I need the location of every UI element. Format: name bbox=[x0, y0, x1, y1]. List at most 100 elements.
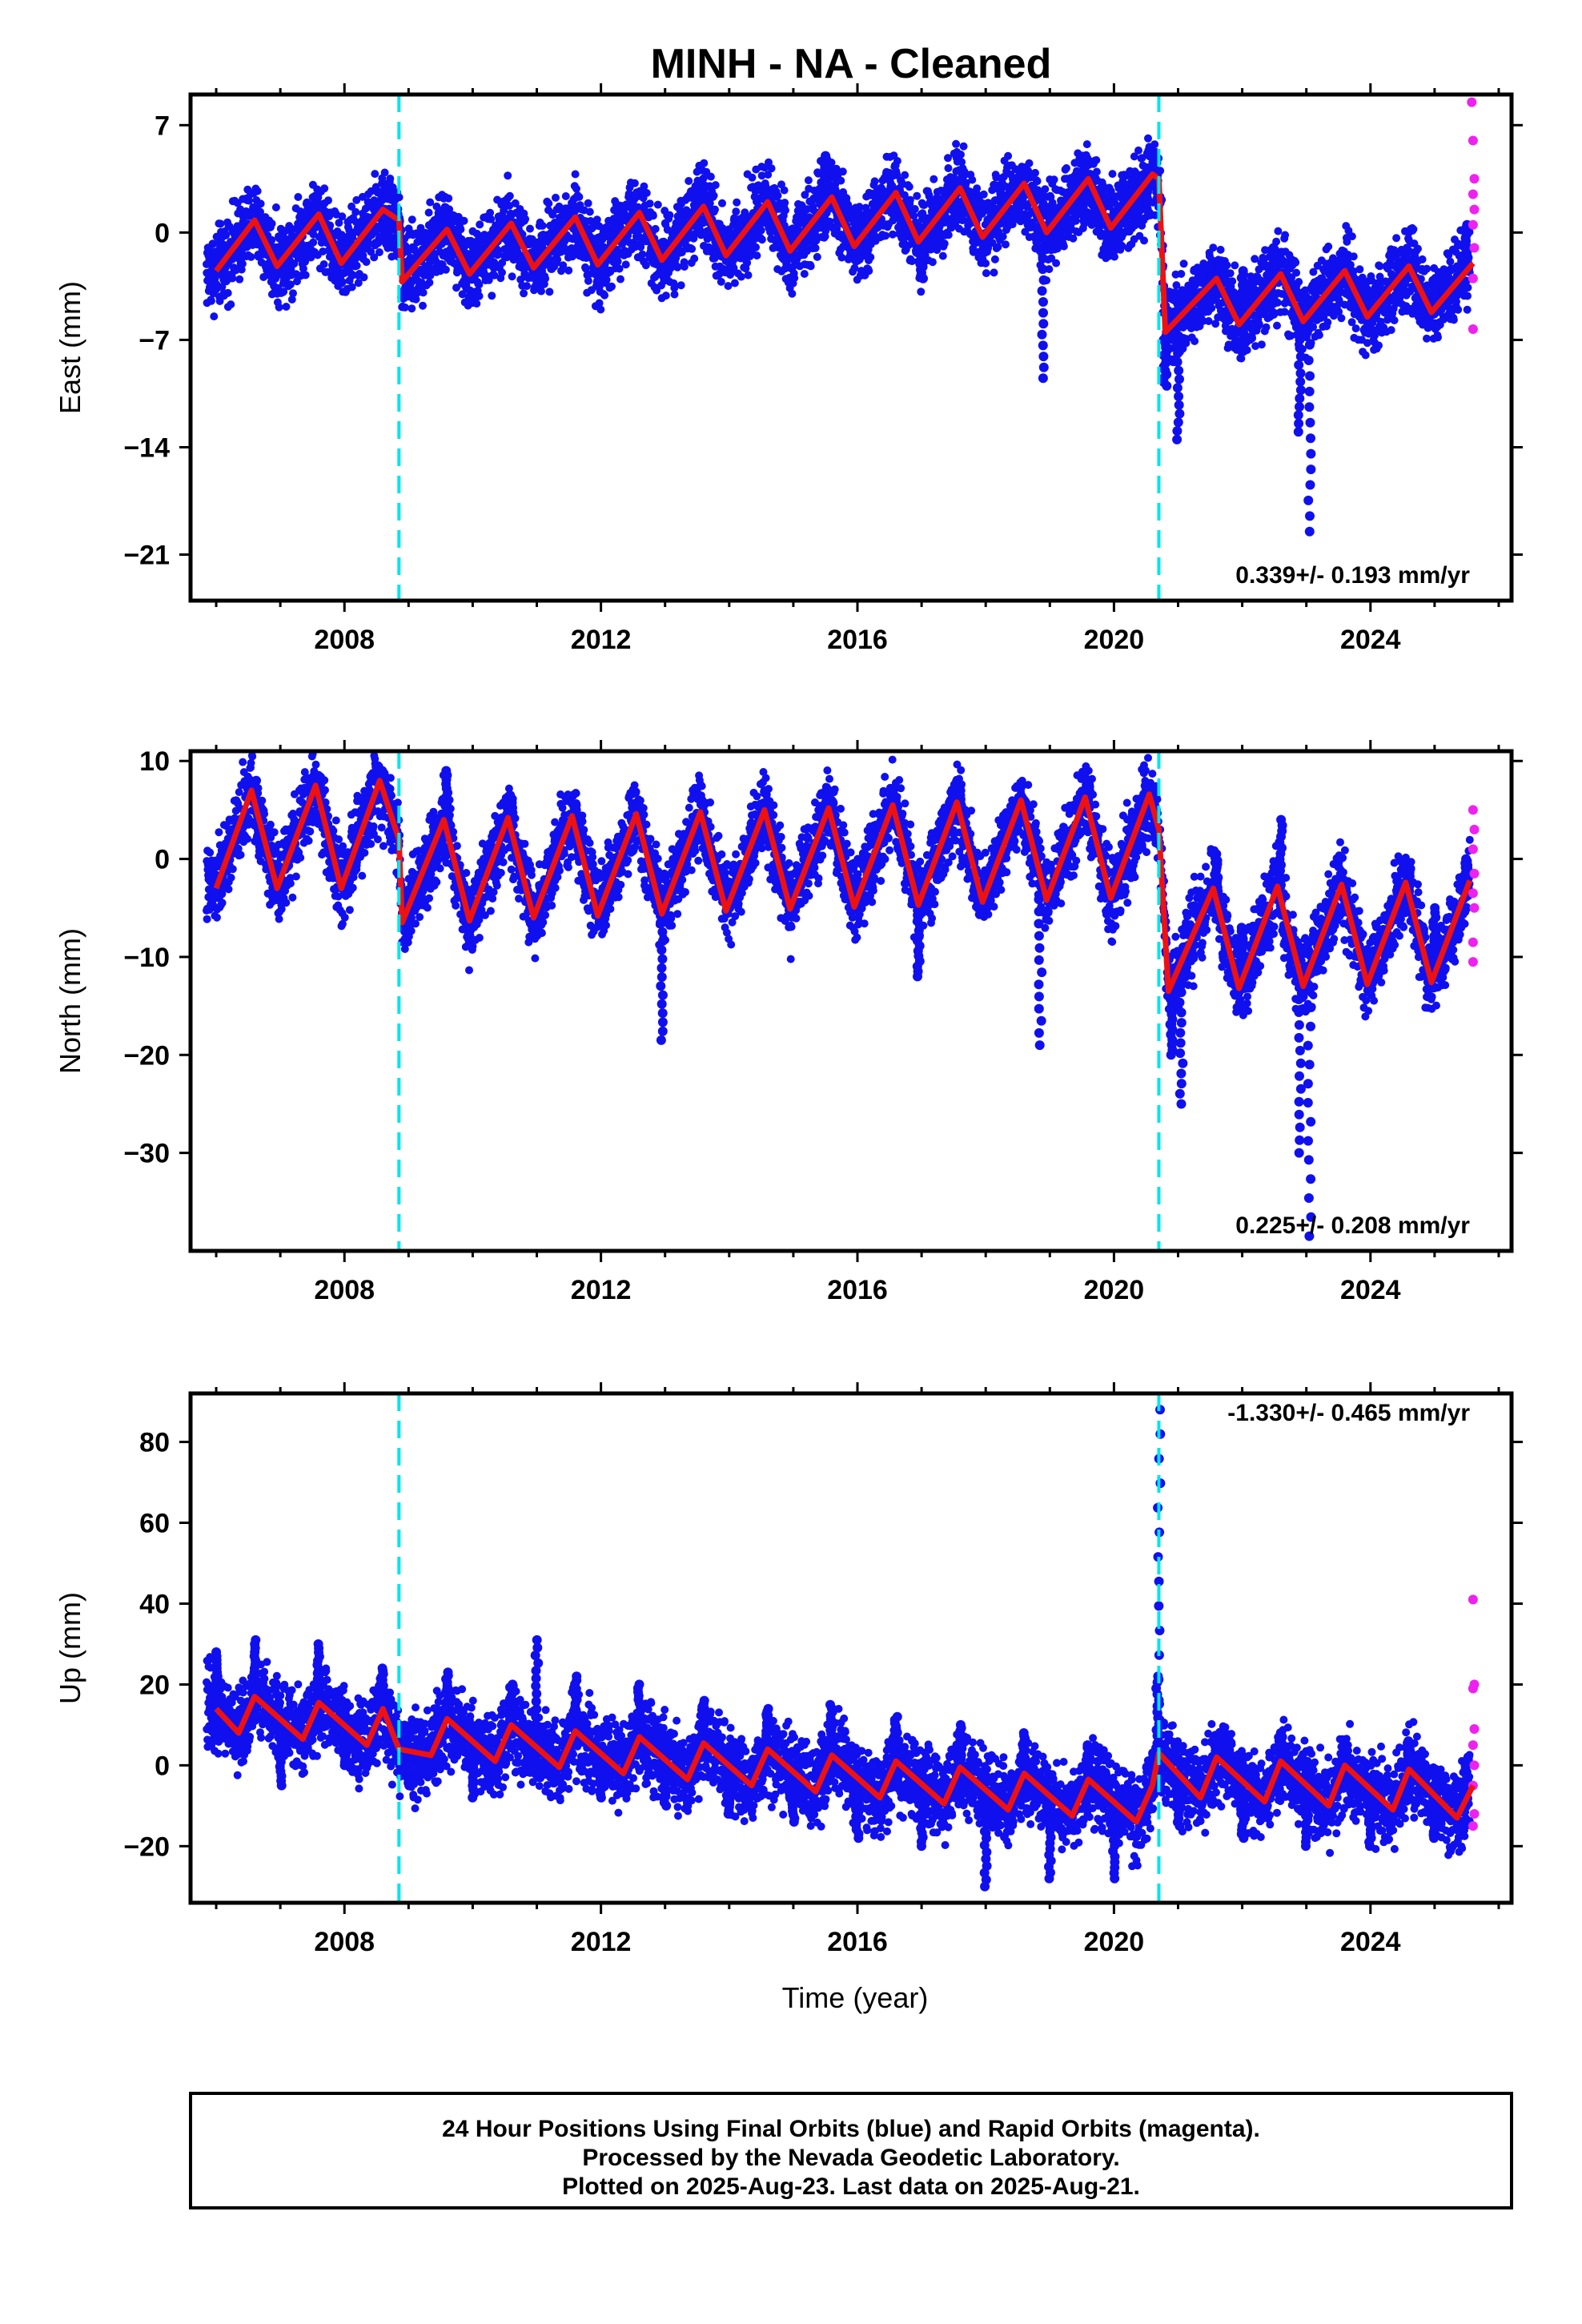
north-panel: 2008 2012 2016 2020 2024 10 0 −10 −20 −30 North (m… bbox=[54, 740, 1523, 1305]
x-tick-label: 2012 bbox=[571, 1927, 632, 1957]
rapid-orbit-point bbox=[1468, 1821, 1478, 1831]
final-orbit-point bbox=[690, 189, 704, 220]
final-orbit-point bbox=[248, 1634, 261, 1702]
final-orbit-point bbox=[1174, 957, 1188, 1109]
final-orbit-point bbox=[1403, 1736, 1415, 1775]
final-orbit-point bbox=[1428, 1790, 1441, 1844]
rapid-orbit-point bbox=[1468, 324, 1478, 334]
final-orbit-point bbox=[440, 1667, 454, 1724]
rapid-orbit-point bbox=[1469, 824, 1480, 834]
y-tick-label: 0 bbox=[155, 845, 170, 875]
rapid-orbit-point bbox=[1468, 273, 1478, 283]
x-tick-label: 2020 bbox=[1084, 1275, 1145, 1305]
y-tick-label: 0 bbox=[155, 218, 170, 248]
rate-label: 0.225+/- 0.208 mm/yr bbox=[1235, 1212, 1470, 1239]
rapid-orbit-point bbox=[1469, 868, 1480, 879]
x-tick-label: 2016 bbox=[827, 625, 888, 655]
footer-box bbox=[189, 2092, 1513, 2209]
rapid-orbit-point bbox=[1468, 219, 1478, 230]
y-tick-label: 0 bbox=[155, 1751, 170, 1781]
x-tick-label: 2020 bbox=[1084, 625, 1145, 655]
final-orbit-point bbox=[1172, 314, 1185, 444]
rapid-orbit-point bbox=[1468, 1740, 1478, 1751]
rapid-orbit-point bbox=[1469, 243, 1480, 253]
rate-label: 0.339+/- 0.193 mm/yr bbox=[1235, 562, 1470, 589]
y-tick-label: −10 bbox=[123, 943, 170, 973]
final-orbit-point bbox=[1037, 220, 1049, 384]
final-orbit-point bbox=[1300, 1779, 1313, 1852]
y-tick-label: −21 bbox=[123, 541, 170, 571]
final-orbit-point bbox=[504, 1679, 518, 1730]
y-tick-label: −20 bbox=[123, 1831, 170, 1862]
rapid-orbit-point bbox=[1469, 1724, 1480, 1734]
final-orbit-cloud bbox=[203, 134, 1474, 367]
rapid-orbit-point bbox=[1468, 1683, 1478, 1694]
model-line bbox=[213, 778, 1473, 995]
final-orbit-point bbox=[1171, 1768, 1185, 1831]
rapid-orbit-point bbox=[1468, 135, 1478, 146]
final-orbit-point bbox=[979, 1785, 992, 1892]
rapid-orbit-point bbox=[1468, 957, 1478, 967]
final-orbit-point bbox=[1210, 849, 1223, 906]
y-tick-label: 40 bbox=[139, 1589, 170, 1619]
x-tick-label: 2012 bbox=[571, 1275, 632, 1305]
rapid-orbit-point bbox=[1469, 1809, 1480, 1819]
x-tick-label: 2012 bbox=[571, 625, 632, 655]
final-orbit-point bbox=[1158, 327, 1172, 391]
x-tick-label: 2008 bbox=[314, 625, 375, 655]
final-orbit-point bbox=[1044, 1791, 1056, 1884]
rapid-orbit-point bbox=[1468, 888, 1478, 899]
y-tick-label: 60 bbox=[139, 1509, 170, 1539]
footer-line-1: 24 Hour Positions Using Final Orbits (bl… bbox=[442, 2116, 1260, 2142]
final-orbit-point bbox=[1082, 1740, 1094, 1784]
y-axis-label: North (mm) bbox=[54, 928, 86, 1074]
x-axis-label: Time (year) bbox=[782, 1981, 929, 2014]
footer-line-3: Plotted on 2025-Aug-23. Last data on 202… bbox=[562, 2173, 1140, 2200]
figure-title: MINH - NA - Cleaned bbox=[651, 41, 1052, 87]
y-tick-label: −30 bbox=[123, 1139, 170, 1169]
x-tick-label: 2024 bbox=[1340, 1927, 1401, 1957]
final-orbit-point bbox=[376, 1663, 389, 1714]
y-tick-label: −14 bbox=[123, 432, 170, 463]
rapid-orbit-point bbox=[1469, 204, 1480, 215]
y-axis-label: East (mm) bbox=[54, 281, 86, 414]
y-tick-label: 7 bbox=[155, 111, 170, 141]
final-orbit-point bbox=[697, 1695, 710, 1748]
east-panel: 2008 2012 2016 2020 2024 7 0 −7 −14 −21 East (mm) 0… bbox=[54, 83, 1523, 655]
rapid-orbit-point bbox=[1469, 903, 1480, 913]
rapid-orbit-point bbox=[1469, 174, 1480, 184]
y-tick-label: 80 bbox=[139, 1428, 170, 1458]
rapid-orbit-point bbox=[1468, 937, 1478, 947]
x-tick-label: 2020 bbox=[1084, 1927, 1145, 1957]
x-tick-label: 2024 bbox=[1340, 625, 1401, 655]
footer-line-2: Processed by the Nevada Geodetic Laborat… bbox=[582, 2145, 1119, 2171]
y-tick-label: 10 bbox=[139, 746, 170, 777]
final-orbit-point bbox=[467, 1736, 480, 1803]
final-orbit-point bbox=[312, 1639, 324, 1708]
final-orbit-point bbox=[1107, 1797, 1121, 1884]
x-tick-label: 2016 bbox=[827, 1927, 888, 1957]
rapid-orbit-point bbox=[1468, 189, 1478, 199]
final-orbit-point bbox=[889, 1711, 902, 1767]
x-tick-label: 2016 bbox=[827, 1275, 888, 1305]
x-tick-label: 2024 bbox=[1340, 1275, 1401, 1305]
final-orbit-point bbox=[1303, 964, 1316, 1241]
up-panel: 2008 2012 2016 2020 2024 80 60 40 20 0 −20 Up (mm) -… bbox=[54, 1382, 1523, 1957]
final-orbit-point bbox=[595, 1748, 607, 1803]
plot-frame bbox=[188, 749, 1514, 1253]
final-orbit-point bbox=[632, 1679, 646, 1742]
rapid-orbit-point bbox=[1468, 844, 1478, 854]
y-tick-label: 20 bbox=[139, 1670, 170, 1700]
x-tick-label: 2008 bbox=[314, 1275, 375, 1305]
final-orbit-point bbox=[656, 909, 668, 1045]
final-orbit-point bbox=[915, 232, 928, 283]
final-orbit-point bbox=[1018, 1728, 1030, 1779]
rapid-orbit-point bbox=[1467, 97, 1477, 107]
rapid-orbit-point bbox=[1469, 1760, 1480, 1771]
final-orbit-point bbox=[912, 900, 925, 982]
plot-area bbox=[203, 751, 1480, 1241]
y-axis-label: Up (mm) bbox=[54, 1592, 86, 1704]
plot-area bbox=[203, 1405, 1480, 1892]
y-tick-label: −20 bbox=[123, 1040, 170, 1071]
